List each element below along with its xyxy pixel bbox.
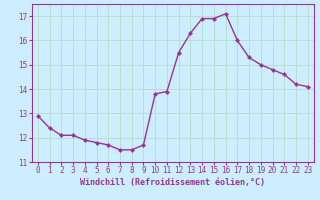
X-axis label: Windchill (Refroidissement éolien,°C): Windchill (Refroidissement éolien,°C): [80, 178, 265, 187]
